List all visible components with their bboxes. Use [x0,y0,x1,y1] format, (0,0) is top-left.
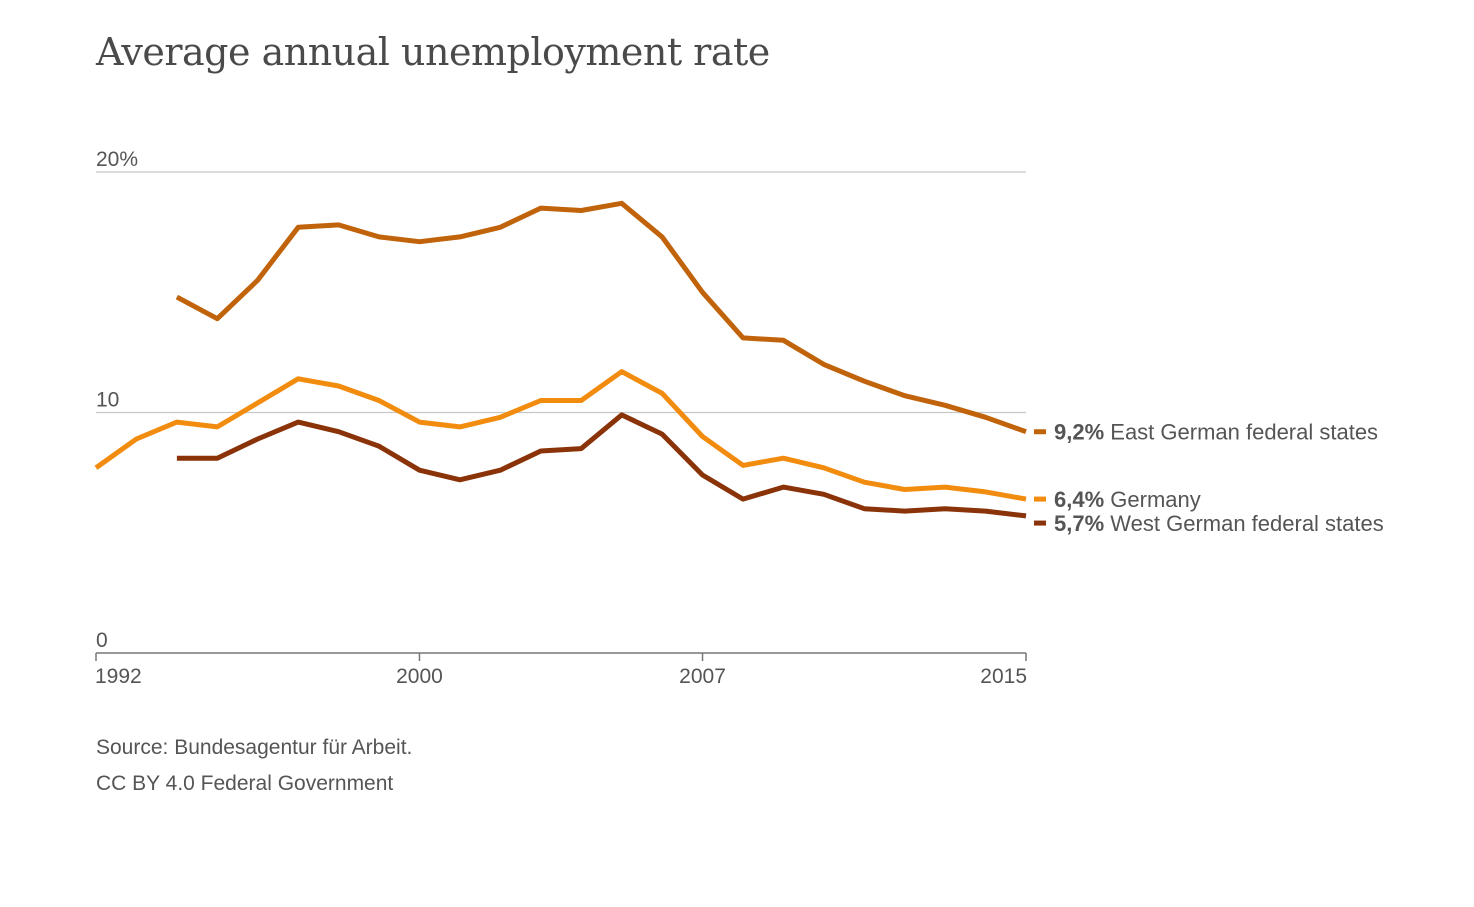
legend-value-east: 9,2% [1054,420,1104,445]
x-tick-label: 2015 [980,665,1027,688]
legend-label-east: 9,2% East German federal states [1054,420,1378,445]
legend-label-west: 5,7% West German federal states [1054,511,1384,536]
legend-item-germany: 6,4% Germany [1034,487,1201,512]
y-tick-label: 20% [96,148,138,171]
legend-name-germany: Germany [1104,487,1201,512]
legend-item-east: 9,2% East German federal states [1034,420,1378,445]
legend-item-west: 5,7% West German federal states [1034,511,1384,536]
x-tick-label: 2000 [396,665,443,688]
chart-title: Average annual unemployment rate [96,30,770,74]
x-tick-label: 1992 [95,665,142,688]
legend-name-west: West German federal states [1104,511,1384,536]
gridlines [96,171,1026,414]
y-tick-label: 0 [96,629,108,652]
legend-value-west: 5,7% [1054,511,1104,536]
source-note: Source: Bundesagentur für Arbeit. [96,736,413,759]
axes: 0 10 20% 1992 2000 2007 2015 [95,148,1027,688]
series-line-germany [94,369,1027,502]
series-line-east [175,200,1027,435]
end-labels: 9,2% East German federal states 6,4% Germ… [1034,420,1384,536]
legend-name-east: East German federal states [1104,420,1378,445]
license-note: CC BY 4.0 Federal Government [96,772,394,795]
series-line-west [176,412,1027,519]
y-tick-label: 10 [96,389,119,412]
series-lines [94,200,1027,519]
legend-label-germany: 6,4% Germany [1054,487,1201,512]
x-tick-label: 2007 [679,665,726,688]
legend-value-germany: 6,4% [1054,487,1104,512]
